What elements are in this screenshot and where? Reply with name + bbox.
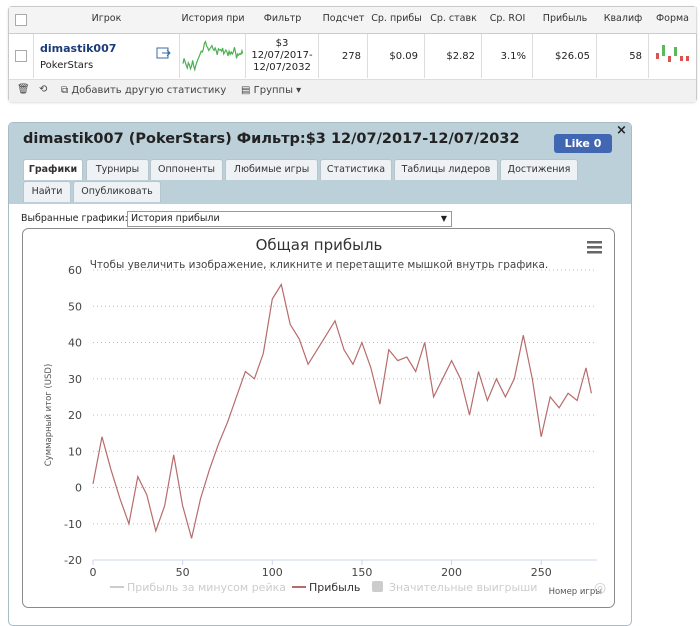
profit-line <box>92 282 592 539</box>
y-tick-label: 30 <box>68 373 82 386</box>
avg-profit-cell: $0.09 <box>368 34 425 78</box>
x-tick-label: 150 <box>351 566 372 579</box>
roi-cell: 3.1% <box>482 34 533 78</box>
legend-label[interactable]: Значительные выигрыши <box>389 581 537 594</box>
count: 278 <box>341 50 361 62</box>
chart-subtitle: Чтобы увеличить изображение, кликните и … <box>90 259 549 271</box>
y-tick-label: 0 <box>75 482 82 495</box>
header-cell[interactable]: Ср. прибы <box>368 7 426 34</box>
sparkline <box>182 40 244 72</box>
y-tick-label: 10 <box>68 445 82 458</box>
y-tick-label: 40 <box>68 337 82 350</box>
y-tick-label: -10 <box>64 518 82 531</box>
player-name[interactable]: dimastik007 <box>40 41 117 55</box>
header-cell[interactable]: Подсчет <box>319 7 369 34</box>
x-tick-label: 0 <box>90 566 97 579</box>
checkbox[interactable] <box>15 14 27 26</box>
tab[interactable]: Таблицы лидеров <box>394 159 498 180</box>
form-bars <box>655 45 689 62</box>
panel-header: dimastik007 (PokerStars) Фильтр:$3 12/07… <box>9 123 631 204</box>
header-cell[interactable]: Ср. ставк <box>425 7 483 34</box>
toolbar: 🗑 ⟲ ⧉ Добавить другую статистику ▤ Групп… <box>9 79 696 102</box>
y-tick-label: -20 <box>64 554 82 567</box>
form-cell <box>649 34 696 78</box>
header-cell[interactable]: Форма <box>649 7 697 34</box>
x-tick-label: 250 <box>531 566 552 579</box>
qualifier: 58 <box>629 50 642 62</box>
tab[interactable]: Достижения <box>500 159 578 180</box>
profit-cell: $26.05 <box>533 34 597 78</box>
tab[interactable]: Оппоненты <box>150 159 223 180</box>
tab[interactable]: Графики <box>23 159 83 180</box>
add-stat-label: Добавить другую статистику <box>71 85 227 96</box>
chart: Общая прибыль Чтобы увеличить изображение… <box>22 228 615 608</box>
cell <box>9 34 34 78</box>
history-cell <box>180 34 246 78</box>
select-value: История прибыли <box>131 213 220 224</box>
filter: $3 12/07/2017-12/07/2032 <box>251 38 313 73</box>
add-stat[interactable]: ⧉ Добавить другую статистику <box>61 85 227 96</box>
select-label: Выбранные графики: <box>21 213 128 224</box>
menu-icon[interactable] <box>587 241 602 254</box>
player: dimastik007 PokerStars <box>40 42 116 71</box>
chart-frame <box>22 228 615 608</box>
tab[interactable]: Любимые игры <box>225 159 318 180</box>
groups-label: Группы <box>253 85 293 96</box>
chart-select[interactable]: История прибыли ▼ <box>127 211 452 227</box>
delete-icon[interactable]: 🗑 <box>17 84 30 95</box>
avg-profit: $0.09 <box>389 50 418 62</box>
player-cell: dimastik007 PokerStars <box>34 34 180 78</box>
x-axis-title: Номер игры <box>549 587 602 597</box>
avg-stake: $2.82 <box>446 50 475 62</box>
header-cell[interactable]: Фильтр <box>246 7 320 34</box>
header-cell[interactable]: Игрок <box>33 7 181 34</box>
close-button[interactable]: × <box>616 123 627 138</box>
filter-cell: $3 12/07/2017-12/07/2032 <box>246 34 319 78</box>
header-cell[interactable]: История при <box>180 7 247 34</box>
profit: $26.05 <box>555 50 590 62</box>
watermark: ◎ <box>594 580 607 596</box>
stats-table: dimastik007 PokerStars $3 12/07/2017-12/… <box>8 6 697 102</box>
y-axis-title: Суммарный итог (USD) <box>44 364 54 467</box>
header-cell[interactable]: Квалиф <box>597 7 650 34</box>
header-cell <box>9 7 34 34</box>
x-tick-label: 100 <box>262 566 283 579</box>
count-cell: 278 <box>319 34 368 78</box>
qualifier-cell: 58 <box>597 34 649 78</box>
refresh-icon[interactable]: ⟲ <box>39 84 48 95</box>
x-tick-label: 50 <box>176 566 190 579</box>
like-button[interactable]: Like 0 <box>554 134 612 153</box>
y-tick-label: 60 <box>68 264 82 277</box>
tab[interactable]: Статистика <box>320 159 392 180</box>
chart-panel: dimastik007 (PokerStars) Фильтр:$3 12/07… <box>8 122 632 626</box>
panel-title: dimastik007 (PokerStars) Фильтр:$3 12/07… <box>23 131 520 147</box>
header-cell[interactable]: Прибыль <box>533 7 598 34</box>
legend-label[interactable]: Прибыль <box>309 581 360 594</box>
tab[interactable]: Найти <box>23 181 71 202</box>
checkbox[interactable] <box>15 50 27 62</box>
y-tick-label: 50 <box>68 300 82 313</box>
legend-label[interactable]: Прибыль за минусом рейка <box>127 581 286 594</box>
x-tick-label: 200 <box>441 566 462 579</box>
roi: 3.1% <box>500 50 526 62</box>
legend-symbol <box>372 581 383 592</box>
header-cell[interactable]: Ср. ROI <box>482 7 534 34</box>
chart-title: Общая прибыль <box>256 236 383 254</box>
tab[interactable]: Турниры <box>86 159 149 180</box>
avg-stake-cell: $2.82 <box>425 34 482 78</box>
site: PokerStars <box>40 59 94 71</box>
sparkline-line <box>182 40 244 72</box>
groups[interactable]: ▤ Группы ▾ <box>241 85 302 96</box>
y-tick-label: 20 <box>68 409 82 422</box>
tab[interactable]: Опубликовать <box>73 181 161 202</box>
export-icon[interactable] <box>156 46 172 60</box>
